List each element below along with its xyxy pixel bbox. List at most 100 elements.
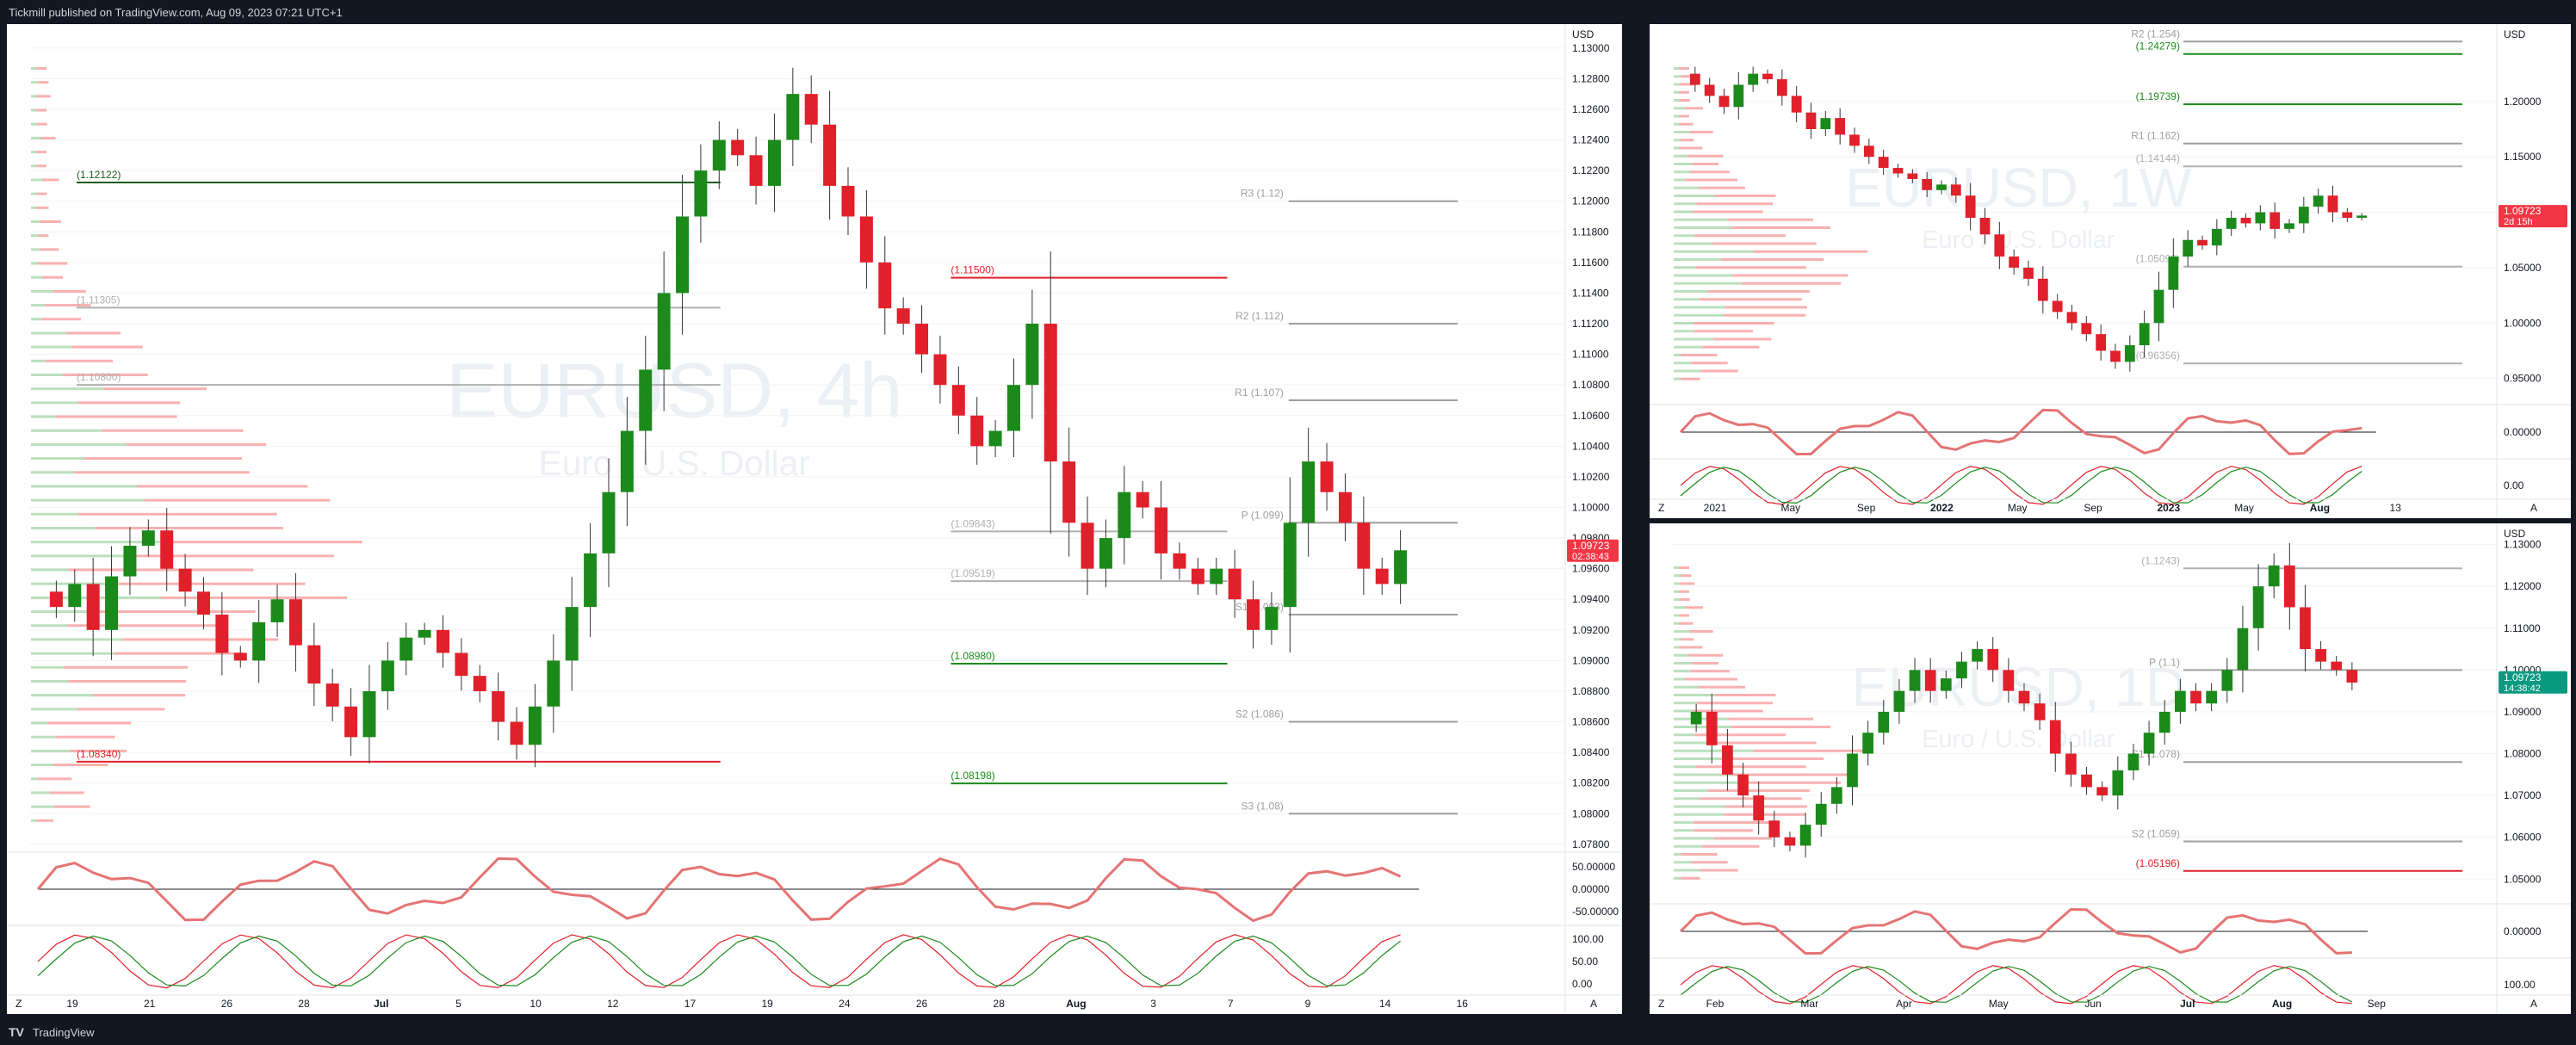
- level-label: R2 (1.112): [1235, 310, 1284, 322]
- candle: [1753, 781, 1765, 835]
- candle-body: [841, 185, 855, 217]
- volume-bar-red: [1679, 122, 1694, 126]
- volume-bar-green: [31, 624, 67, 628]
- level-label: R3 (1.12): [1241, 188, 1284, 200]
- volume-bar-green: [1674, 83, 1680, 86]
- candle: [362, 665, 376, 764]
- oscillator-tick-label: 0.00: [1572, 978, 1593, 990]
- volume-bar-green: [31, 415, 56, 418]
- oscillator-tick-label: 0.00: [2504, 479, 2524, 492]
- volume-bar-green: [1674, 146, 1679, 150]
- volume-bar-green: [1674, 122, 1679, 126]
- volume-bar-red: [41, 178, 59, 182]
- stochastic-d-line: [1680, 966, 2353, 1004]
- main-4h-chart-pane[interactable]: EURUSD, 4h Euro / U.S. Dollar (1.12122) (1.…: [7, 24, 1622, 1014]
- volume-bar-red: [1681, 638, 1694, 641]
- time-tick-label: Aug: [2272, 998, 2292, 1010]
- candle: [2175, 678, 2186, 724]
- volume-bar-red: [1692, 163, 1719, 165]
- candle-body: [823, 124, 837, 186]
- volume-bar-green: [31, 331, 66, 335]
- candle: [1357, 496, 1371, 596]
- candle: [951, 366, 965, 435]
- last-price-label: 1.09723: [2504, 205, 2542, 217]
- candle-body: [68, 584, 82, 608]
- volume-bar-green: [31, 665, 64, 669]
- candle-body: [786, 94, 800, 140]
- volume-bar-red: [127, 442, 267, 446]
- volume-bar-red: [71, 345, 143, 349]
- candle-body: [2298, 207, 2309, 224]
- daily-chart-pane[interactable]: EURUSD, 1D Euro / U.S. Dollar (1.1243) P (1…: [1650, 523, 2571, 1014]
- candle: [1118, 466, 1131, 565]
- volume-bar-green: [1674, 797, 1700, 801]
- volume-bar-green: [31, 136, 41, 139]
- candle: [270, 584, 284, 638]
- time-tick-label: May: [2008, 502, 2028, 514]
- volume-bar-green: [31, 401, 78, 405]
- volume-bar-red: [38, 81, 49, 84]
- candle-body: [2183, 239, 2194, 257]
- level-label: R1 (1.162): [2131, 130, 2180, 142]
- volume-bar-red: [1681, 853, 1718, 856]
- candle: [915, 305, 929, 374]
- candle-body: [2300, 607, 2311, 650]
- candle: [178, 553, 192, 607]
- candle-body: [620, 430, 634, 492]
- volume-bar-green: [1674, 757, 1721, 760]
- volume-bar-green: [1674, 733, 1694, 737]
- volume-bar-green: [1674, 250, 1754, 253]
- level-label: (0.96356): [2136, 349, 2180, 362]
- price-tick-label: 1.13000: [2504, 539, 2542, 551]
- volume-bar-green: [1674, 281, 1742, 285]
- candle-body: [1847, 753, 1858, 788]
- volume-bar-red: [77, 401, 181, 405]
- candle: [2018, 683, 2030, 712]
- candle-body: [1776, 79, 1787, 96]
- level-label: (1.11500): [951, 264, 994, 276]
- volume-bar-green: [31, 108, 36, 112]
- volume-bar-red: [1713, 337, 1772, 341]
- auto-scale-button: A: [2530, 502, 2537, 514]
- price-tick-label: 1.09200: [1572, 624, 1610, 636]
- candle-body: [2139, 323, 2150, 346]
- candle-body: [510, 721, 523, 745]
- volume-bar-green: [1674, 178, 1685, 182]
- volume-bar-green: [1674, 202, 1697, 206]
- volume-bar-red: [42, 275, 64, 279]
- time-tick-label: Jun: [2084, 998, 2101, 1010]
- candle-body: [767, 139, 781, 186]
- volume-bar-red: [46, 359, 114, 362]
- candle: [2356, 213, 2368, 221]
- candle-body: [2197, 239, 2208, 246]
- candle-body: [1043, 324, 1057, 462]
- candle: [1704, 77, 1715, 103]
- price-tick-label: 1.13000: [1572, 42, 1610, 54]
- time-tick-label: May: [1780, 502, 1800, 514]
- price-axis: [1565, 24, 1622, 1014]
- volume-bar-green: [1674, 876, 1681, 880]
- candle: [2315, 641, 2326, 670]
- volume-bar-red: [102, 387, 207, 391]
- volume-bar-green: [1674, 163, 1693, 165]
- tradingview-logo-icon: TV: [9, 1025, 24, 1039]
- volume-bar-red: [77, 708, 165, 711]
- auto-scale-button: A: [2530, 998, 2537, 1010]
- candle-body: [547, 660, 560, 707]
- volume-bar-green: [1674, 566, 1679, 569]
- volume-bar-green: [1674, 345, 1703, 349]
- weekly-chart-pane[interactable]: EURUSD, 1W Euro / U.S. Dollar R2 (1.254) (1…: [1650, 24, 2571, 518]
- volume-bar-red: [41, 318, 81, 321]
- volume-bar-green: [31, 652, 115, 655]
- price-tick-label: 0.95000: [2504, 373, 2542, 385]
- candle-body: [2206, 690, 2217, 704]
- volume-bar-green: [1674, 195, 1715, 197]
- level-label: (1.1243): [2141, 554, 2180, 566]
- candle: [455, 638, 468, 691]
- candle-body: [1965, 195, 1976, 218]
- oscillator-tick-label: 50.00: [1572, 955, 1598, 968]
- price-tick-label: 1.11600: [1572, 257, 1609, 269]
- level-label: (1.24279): [2136, 40, 2180, 53]
- candle-body: [2327, 195, 2338, 213]
- time-tick-label: 24: [839, 998, 851, 1010]
